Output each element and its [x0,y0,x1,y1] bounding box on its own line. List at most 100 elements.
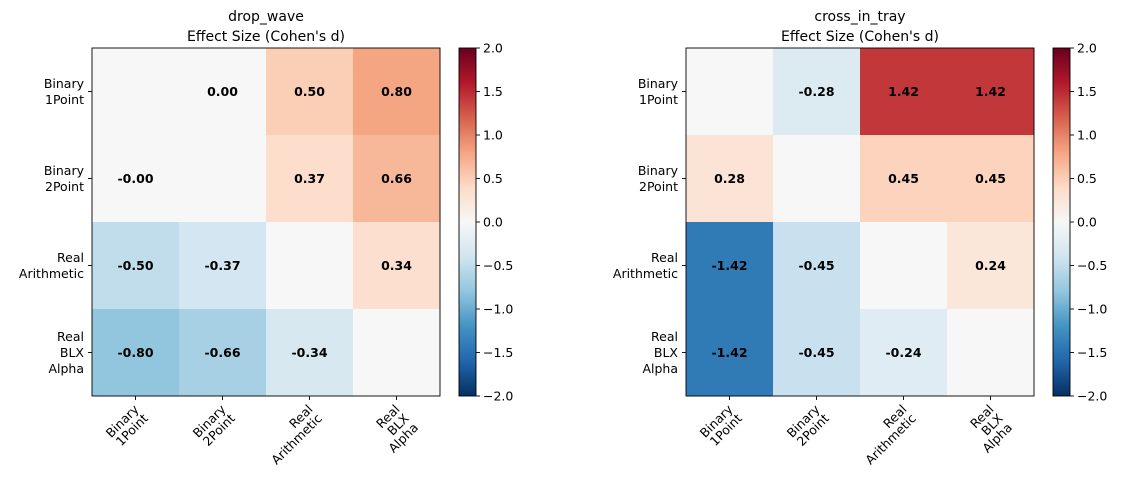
y-tick-label-binary-2point: Binary 2Point [44,163,85,194]
cell-value-label-r0-c1: 0.00 [207,84,238,99]
chart-subtitle: Effect Size (Cohen's d) [187,29,345,45]
heatmap-cell-r1-c3 [353,135,441,223]
cell-value-label-r3-c1: -0.66 [204,345,240,360]
colorbar-tick-label: −2.0 [1077,389,1107,404]
y-tick-label-real-arithmetic: Real Arithmetic [613,250,678,281]
plot-frame [685,47,1035,397]
heatmap-cell-r1-c1 [773,135,861,223]
y-tick-label-binary-1point: Binary 1Point [44,76,85,107]
colorbar [1052,47,1071,397]
heatmap-cell-r3-c2 [860,309,948,397]
x-tick-label-binary-2point: Binary2Point [190,401,239,450]
x-tick-label-binary-1point: Binary1Point [103,401,152,450]
heatmap-cell-r0-c1 [179,48,267,136]
cell-value-label-r3-c2: -0.24 [885,345,921,360]
heatmap-cell-r0-c2 [860,48,948,136]
chart-subtitle: Effect Size (Cohen's d) [781,29,939,45]
chart-title: drop_wave [228,9,304,25]
colorbar-tick-label: −1.0 [483,302,513,317]
cell-value-label-r1-c0: 0.28 [714,171,745,186]
cell-value-label-r3-c2: -0.34 [291,345,327,360]
cell-value-label-r2-c0: -1.42 [711,258,747,273]
cell-value-label-r2-c1: -0.37 [204,258,240,273]
heatmap-cell-r2-c0 [686,222,774,310]
y-tick-label-real-blx-alpha: Real BLX Alpha [48,329,84,376]
cell-value-label-r0-c3: 1.42 [975,84,1006,99]
cell-value-label-r0-c1: -0.28 [798,84,834,99]
cell-value-label-r1-c3: 0.66 [381,171,412,186]
heatmap-cell-r2-c1 [773,222,861,310]
heatmap-cell-r0-c3 [353,48,441,136]
heatmap-cell-r1-c3 [947,135,1035,223]
heatmap-cell-r3-c3 [947,309,1035,397]
colorbar-tick-label: 0.0 [1077,215,1097,230]
y-tick-label-real-arithmetic: Real Arithmetic [19,250,84,281]
colorbar-tick-label: 1.5 [483,84,503,99]
heatmap-cell-r0-c1 [773,48,861,136]
cell-value-label-r2-c3: 0.24 [975,258,1006,273]
x-tick-label-binary-2point: Binary2Point [784,401,833,450]
cell-value-label-r2-c1: -0.45 [798,258,834,273]
heatmap-cell-r2-c3 [353,222,441,310]
colorbar-tick-label: 1.0 [483,128,503,143]
cell-value-label-r1-c2: 0.45 [888,171,919,186]
cell-value-label-r1-c2: 0.37 [294,171,325,186]
cell-value-label-r0-c2: 1.42 [888,84,919,99]
heatmap-cell-r1-c2 [266,135,354,223]
heatmap-cell-r3-c1 [179,309,267,397]
colorbar-tick-label: 1.0 [1077,128,1097,143]
x-tick-label-real-blx-alpha: RealBLXAlpha [961,401,1015,455]
x-tick-label-binary-1point: Binary1Point [697,401,746,450]
heatmap-cell-r2-c0 [92,222,180,310]
heatmap-cell-r3-c2 [266,309,354,397]
x-tick-label-real-arithmetic: RealArithmetic [259,401,325,467]
colorbar-tick-label: −0.5 [483,258,513,273]
heatmap-cell-r2-c2 [860,222,948,310]
x-tick-label-real-blx-alpha: RealBLXAlpha [367,401,421,455]
heatmap-cell-r1-c2 [860,135,948,223]
heatmap-cell-r3-c3 [353,309,441,397]
colorbar-tick-label: 0.0 [483,215,503,230]
heatmap-cell-r3-c0 [686,309,774,397]
x-tick-label-real-arithmetic: RealArithmetic [853,401,919,467]
heatmap-panel-cross-in-tray: cross_in_tray Effect Size (Cohen's d) -0.2… [613,9,1108,467]
colorbar-tick-label: 0.5 [483,171,503,186]
cell-value-label-r3-c0: -0.80 [117,345,153,360]
cell-value-label-r0-c3: 0.80 [381,84,412,99]
colorbar-tick-label: −1.0 [1077,302,1107,317]
colorbar-tick-label: −1.5 [1077,345,1107,360]
heatmap-cell-r2-c1 [179,222,267,310]
colorbar-tick-label: 2.0 [483,41,503,56]
plot-frame [91,47,441,397]
heatmap-cell-r0-c3 [947,48,1035,136]
colorbar-tick-label: 1.5 [1077,84,1097,99]
heatmap-cell-r2-c2 [266,222,354,310]
heatmap-cell-r1-c0 [686,135,774,223]
heatmap-cell-r1-c1 [179,135,267,223]
y-tick-label-real-blx-alpha: Real BLX Alpha [642,329,678,376]
cell-value-label-r2-c3: 0.34 [381,258,412,273]
colorbar-tick-label: 2.0 [1077,41,1097,56]
cell-value-label-r0-c2: 0.50 [294,84,325,99]
colorbar-tick-label: 0.5 [1077,171,1097,186]
colorbar-tick-label: −2.0 [483,389,513,404]
y-tick-label-binary-1point: Binary 1Point [638,76,679,107]
heatmap-cell-r1-c0 [92,135,180,223]
heatmap-cell-r0-c0 [686,48,774,136]
cell-value-label-r1-c3: 0.45 [975,171,1006,186]
heatmap-cell-r0-c2 [266,48,354,136]
heatmap-cell-r2-c3 [947,222,1035,310]
heatmap-cell-r0-c0 [92,48,180,136]
cell-value-label-r1-c0: -0.00 [117,171,153,186]
chart-title: cross_in_tray [814,9,905,25]
cell-value-label-r2-c0: -0.50 [117,258,153,273]
heatmap-cell-r3-c0 [92,309,180,397]
colorbar-tick-label: −0.5 [1077,258,1107,273]
colorbar-tick-label: −1.5 [483,345,513,360]
y-tick-label-binary-2point: Binary 2Point [638,163,679,194]
colorbar [458,47,477,397]
cell-value-label-r3-c1: -0.45 [798,345,834,360]
heatmap-cell-r3-c1 [773,309,861,397]
